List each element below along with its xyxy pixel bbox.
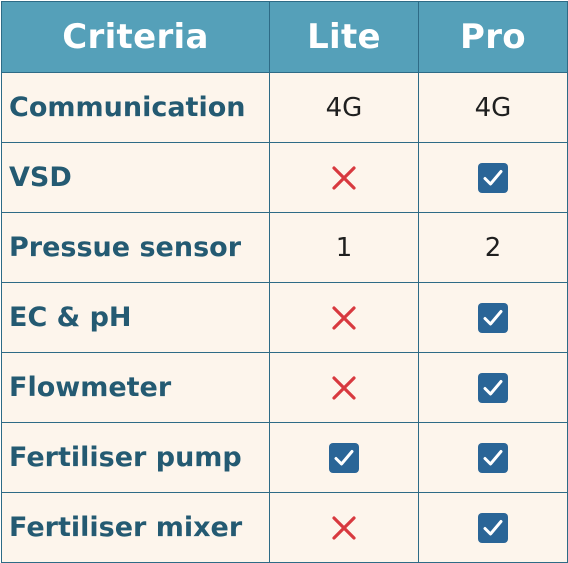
pro-cell: 2 — [418, 212, 568, 283]
pro-cell — [418, 352, 568, 423]
criteria-cell: Fertiliser pump — [1, 422, 270, 493]
table-row: Pressue sensor 1 2 — [1, 212, 568, 283]
cross-icon — [330, 514, 358, 542]
cell-value: 4G — [474, 92, 512, 123]
table-row: Fertiliser pump — [1, 422, 568, 493]
criteria-cell: VSD — [1, 142, 270, 213]
criteria-cell: Flowmeter — [1, 352, 270, 423]
criteria-cell: Pressue sensor — [1, 212, 270, 283]
checkbox-checked-icon — [477, 512, 509, 544]
lite-cell — [269, 422, 419, 493]
cell-value: 2 — [484, 232, 502, 263]
header-row: Criteria Lite Pro — [1, 1, 568, 73]
pro-cell — [418, 492, 568, 563]
cross-icon — [330, 304, 358, 332]
table-body: Communication 4G 4G VSD Pressue sensor 1 2 EC &… — [1, 72, 568, 563]
lite-cell — [269, 352, 419, 423]
checkbox-checked-icon — [477, 162, 509, 194]
cross-icon — [330, 374, 358, 402]
pro-cell: 4G — [418, 72, 568, 143]
checkbox-checked-icon — [477, 372, 509, 404]
cross-icon — [330, 164, 358, 192]
table-row: Communication 4G 4G — [1, 72, 568, 143]
header-criteria: Criteria — [1, 1, 270, 73]
checkbox-checked-icon — [477, 442, 509, 474]
header-pro: Pro — [418, 1, 568, 73]
criteria-cell: Communication — [1, 72, 270, 143]
pro-cell — [418, 422, 568, 493]
table-row: Fertiliser mixer — [1, 492, 568, 563]
table-row: EC & pH — [1, 282, 568, 353]
cell-value: 4G — [325, 92, 363, 123]
lite-cell: 1 — [269, 212, 419, 283]
header-lite: Lite — [269, 1, 419, 73]
lite-cell — [269, 492, 419, 563]
lite-cell — [269, 142, 419, 213]
cell-value: 1 — [335, 232, 353, 263]
lite-cell — [269, 282, 419, 353]
pro-cell — [418, 142, 568, 213]
pro-cell — [418, 282, 568, 353]
checkbox-checked-icon — [328, 442, 360, 474]
lite-cell: 4G — [269, 72, 419, 143]
table-row: VSD — [1, 142, 568, 213]
checkbox-checked-icon — [477, 302, 509, 334]
table-row: Flowmeter — [1, 352, 568, 423]
criteria-cell: EC & pH — [1, 282, 270, 353]
criteria-cell: Fertiliser mixer — [1, 492, 270, 563]
